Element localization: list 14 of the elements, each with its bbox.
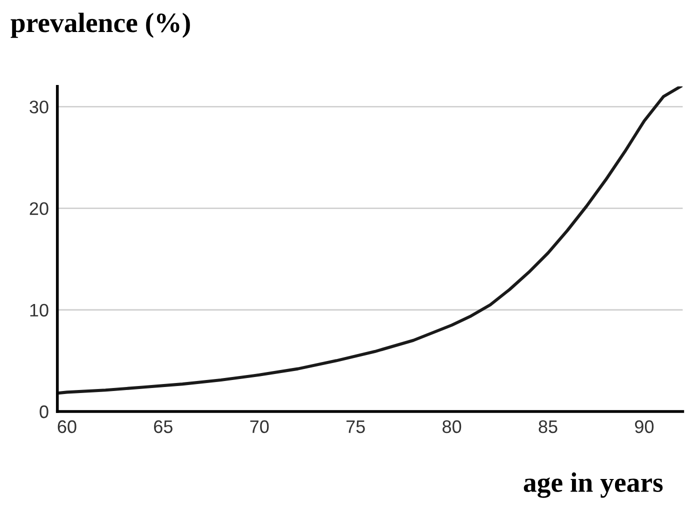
- y-tick-label: 30: [30, 100, 48, 114]
- line-series: [57, 86, 682, 395]
- x-axis-title: age in years: [524, 472, 663, 498]
- x-tick-label: 60: [58, 420, 76, 434]
- y-tick-label: 20: [30, 202, 48, 215]
- y-tick-label: 10: [30, 304, 48, 317]
- y-tick-label: 0: [40, 405, 48, 418]
- x-tick-label: 70: [250, 420, 269, 434]
- x-tick-label: 80: [442, 420, 462, 434]
- x-tick-label: 65: [154, 420, 172, 434]
- x-tick-label: 75: [346, 420, 365, 434]
- x-tick-label: 90: [635, 420, 654, 434]
- x-tick-label: 85: [538, 420, 558, 434]
- chart-title: prevalence (%): [10, 12, 190, 38]
